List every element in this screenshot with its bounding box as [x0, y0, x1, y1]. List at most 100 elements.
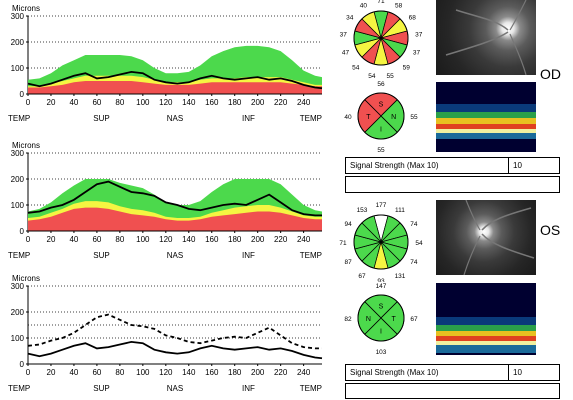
clock-value: 74 [410, 259, 418, 266]
clock-value: 37 [340, 31, 348, 38]
clock-value: 58 [395, 2, 403, 9]
x-tick-label: 120 [159, 235, 173, 244]
clock-value: 34 [346, 14, 354, 21]
clock-value: 37 [415, 31, 423, 38]
series-line [27, 180, 322, 217]
x-tick-label: 240 [297, 235, 311, 244]
y-tick-label: 200 [11, 175, 25, 184]
od-eye-label: OD [540, 66, 561, 82]
clock-value: 177 [376, 202, 387, 209]
x-tick-label: 120 [159, 368, 173, 377]
clock-value: 54 [415, 240, 423, 247]
quadrant-value: 55 [377, 147, 385, 154]
x-tick-label: 60 [92, 235, 101, 244]
x-tick-label: 160 [205, 235, 219, 244]
x-tick-label: 0 [26, 235, 31, 244]
region-label: SUP [93, 251, 109, 260]
clock-value: 54 [352, 64, 360, 71]
quadrant-letter: I [380, 329, 382, 336]
x-tick-label: 200 [251, 235, 265, 244]
os-oct-scan-image [436, 283, 536, 355]
y-tick-label: 300 [11, 149, 25, 158]
chart-units-label: Microns [12, 141, 41, 150]
quadrant-letter: T [392, 316, 397, 323]
od-oct-scan-image [436, 82, 536, 152]
y-tick-label: 300 [11, 12, 25, 21]
y-tick-label: 200 [11, 38, 25, 47]
quadrant-letter: N [366, 316, 371, 323]
quadrant-value: 82 [344, 316, 352, 323]
region-label: NAS [167, 251, 183, 260]
os-fundus-image [436, 200, 536, 275]
x-tick-label: 180 [228, 368, 242, 377]
chart-svg: 300 200 100 00 20 40 60 80 100 120 140 160 180 200 220… [8, 282, 323, 393]
quadrant-letter: N [391, 114, 396, 121]
clock-value: 71 [339, 240, 347, 247]
clock-value: 37 [413, 49, 421, 56]
x-tick-label: 20 [47, 368, 56, 377]
region-label: INF [242, 251, 255, 260]
x-tick-label: 20 [47, 98, 56, 107]
x-tick-label: 100 [136, 368, 150, 377]
outside-normal-band [28, 81, 322, 94]
quadrant-value: 103 [376, 349, 387, 356]
x-tick-label: 140 [182, 235, 196, 244]
quadrant-value: 56 [377, 81, 385, 88]
x-tick-label: 120 [159, 98, 173, 107]
od-quadrant-diagram: S 56 N 55 I 55 T 40 [344, 81, 418, 154]
clock-value: 87 [344, 259, 352, 266]
x-tick-label: 40 [69, 235, 78, 244]
quadrant-letter: S [379, 303, 384, 310]
quadrant-value: 55 [410, 114, 418, 121]
x-tick-label: 60 [92, 98, 101, 107]
x-tick-label: 140 [182, 98, 196, 107]
x-tick-label: 180 [228, 98, 242, 107]
region-label: TEMP [300, 251, 322, 260]
clock-outline [353, 214, 409, 270]
clock-value: 74 [410, 221, 418, 228]
clock-value: 59 [403, 64, 411, 71]
y-tick-label: 300 [11, 282, 25, 291]
x-tick-label: 80 [115, 235, 124, 244]
series-line [27, 313, 322, 350]
x-tick-label: 220 [274, 98, 288, 107]
quadrant-letter: I [380, 127, 382, 134]
quadrant-value: 147 [376, 283, 387, 290]
x-tick-label: 0 [26, 368, 31, 377]
clock-value: 40 [360, 2, 368, 9]
x-tick-label: 100 [136, 235, 150, 244]
region-label: TEMP [300, 384, 322, 393]
region-label: INF [242, 114, 255, 123]
x-tick-label: 100 [136, 98, 150, 107]
x-tick-label: 200 [251, 98, 265, 107]
clock-outline [353, 10, 409, 66]
os-tsnit-chart: Microns 300 200 100 0 0 20 40 60 80 100 120 140 160 1… [0, 137, 330, 269]
clock-value: 67 [358, 273, 366, 280]
quadrant-outline [357, 92, 405, 140]
os-signal-strength-label: Signal Strength (Max 10) [346, 365, 509, 380]
os-signal-notes-box [345, 383, 560, 399]
x-tick-label: 40 [69, 98, 78, 107]
x-tick-label: 240 [297, 368, 311, 377]
comparison-tsnit-chart: Microns 300 200 100 0 0 20 40 60 80 100 120 140 160 1… [0, 270, 330, 400]
os-signal-strength-value: 10 [513, 368, 522, 377]
y-tick-label: 200 [11, 308, 25, 317]
od-tsnit-chart: Microns 300 200 100 0 0 20 40 60 80 100 120 140 160 1… [0, 0, 330, 132]
region-label: SUP [93, 384, 109, 393]
x-tick-label: 20 [47, 235, 56, 244]
clock-value: 93 [377, 278, 385, 282]
clock-value: 54 [368, 73, 376, 80]
region-label: TEMP [8, 114, 30, 123]
region-label: NAS [167, 384, 183, 393]
x-tick-label: 220 [274, 368, 288, 377]
x-tick-label: 60 [92, 368, 101, 377]
y-tick-label: 0 [20, 227, 25, 236]
chart-svg: 300 200 100 00 20 40 60 80 100 120 140 160 180 200 220… [8, 149, 322, 260]
x-tick-label: 240 [297, 98, 311, 107]
quadrant-value: 67 [410, 316, 418, 323]
os-signal-strength-box: Signal Strength (Max 10) 10 [345, 364, 560, 381]
region-label: TEMP [8, 384, 30, 393]
clock-value: 94 [344, 221, 352, 228]
quadrant-value: 40 [344, 114, 352, 121]
x-tick-label: 220 [274, 235, 288, 244]
